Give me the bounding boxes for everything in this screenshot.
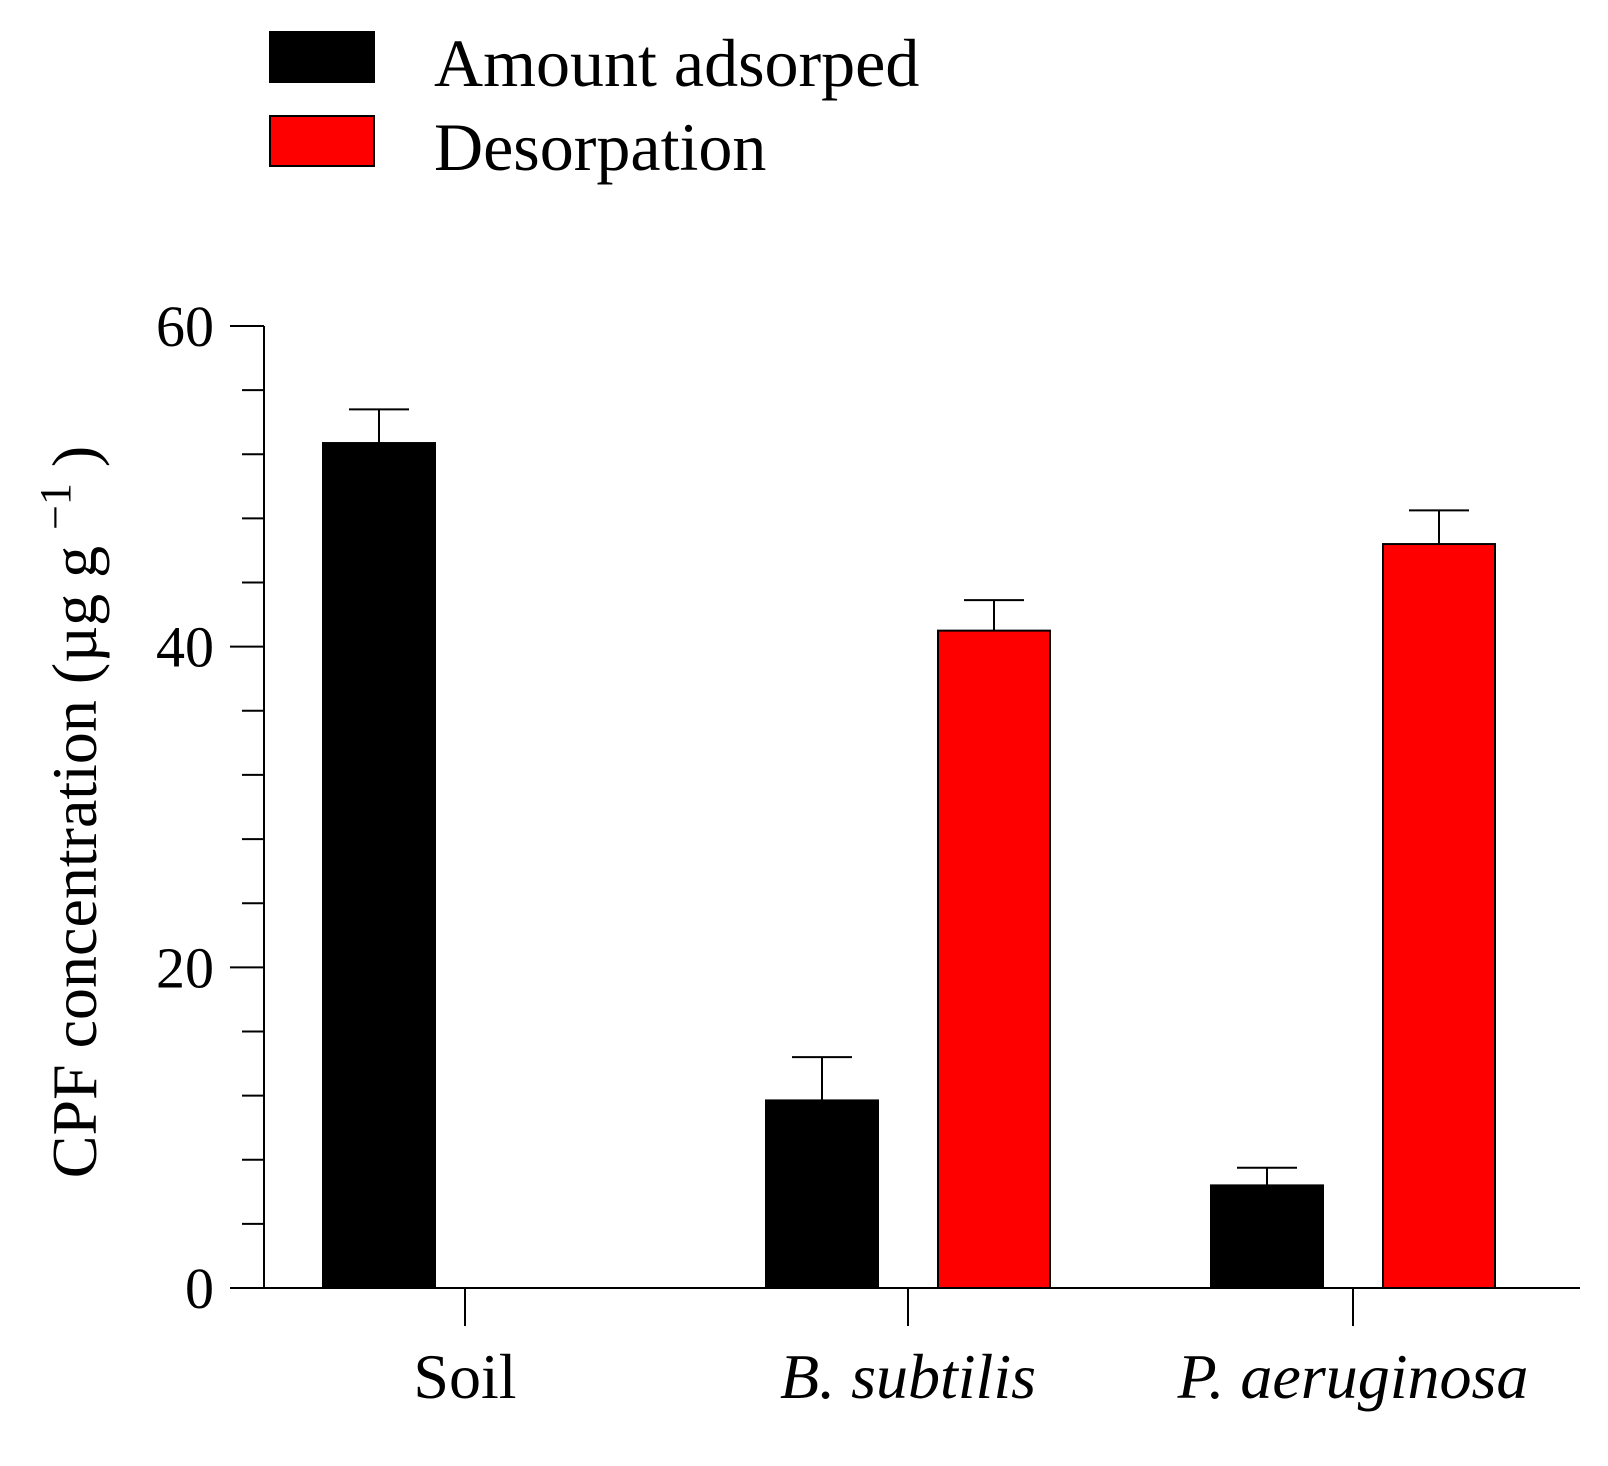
bar (765, 1099, 879, 1290)
y-tick-label: 0 (185, 1256, 214, 1321)
x-category-label: B. subtilis (780, 1341, 1036, 1412)
axes: 0 20 40 60 (156, 294, 1580, 1326)
bar (1382, 543, 1496, 1289)
legend: Amount adsorped Desorpation (269, 25, 919, 185)
bars (322, 408, 1496, 1290)
labels: Soil B. subtilis P. aeruginosa CPF concentr… (31, 446, 1528, 1412)
legend-label: Amount adsorped (434, 25, 919, 101)
y-axis-title: CPF concentration (µg g −1 ) (31, 446, 110, 1178)
x-category-label: P. aeruginosa (1177, 1341, 1529, 1412)
legend-label: Desorpation (434, 109, 766, 185)
legend-swatch (269, 115, 375, 167)
y-axis-title-close: ) (39, 446, 110, 483)
x-category-label: Soil (413, 1341, 516, 1412)
y-tick-label: 40 (156, 615, 214, 680)
legend-swatch (269, 31, 375, 83)
bar (1210, 1184, 1324, 1290)
y-axis-title-main: CPF concentration (µg g (39, 530, 110, 1178)
bar (937, 629, 1051, 1289)
y-tick-label: 60 (156, 294, 214, 359)
y-tick-label: 20 (156, 935, 214, 1000)
bar (322, 442, 436, 1289)
y-axis-title-superscript: −1 (31, 483, 80, 530)
